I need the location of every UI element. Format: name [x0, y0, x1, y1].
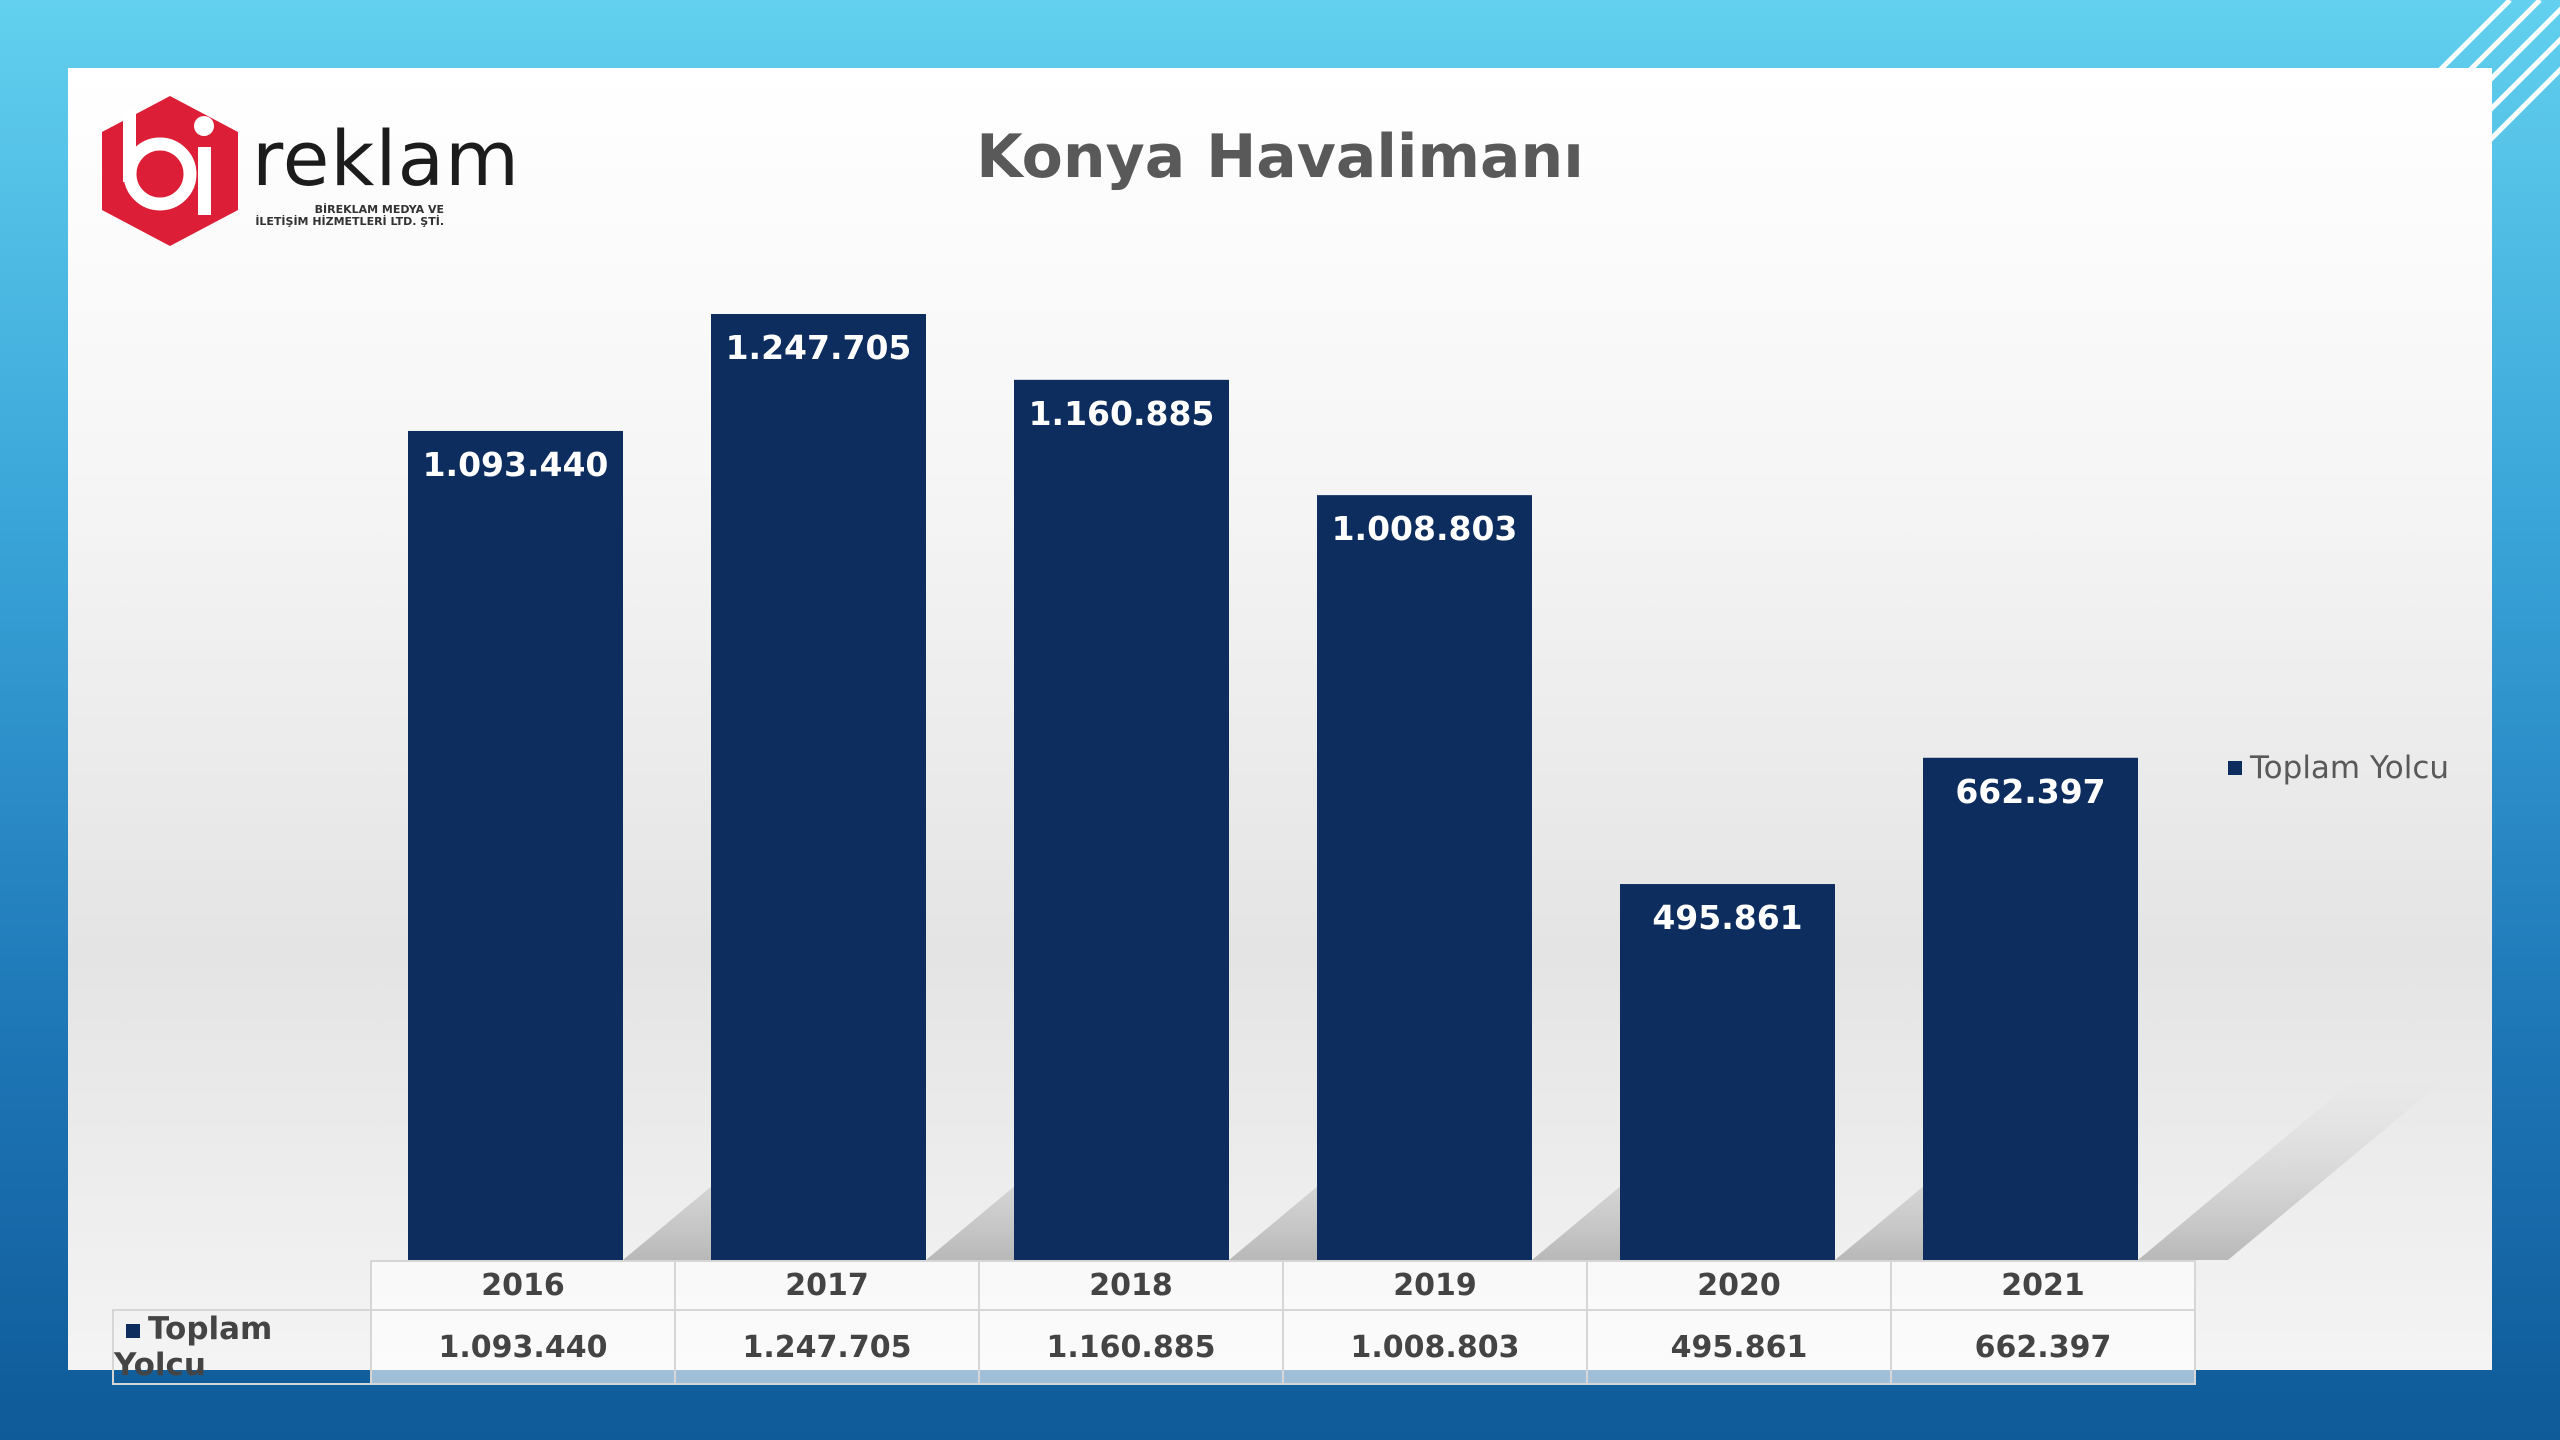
- legend-label: Toplam Yolcu: [2250, 750, 2450, 786]
- bar-shadow-2021: [2138, 1080, 2444, 1260]
- chart-legend: Toplam Yolcu: [2228, 750, 2449, 786]
- logo-subtitle: BİREKLAM MEDYA VE İLETİŞİM HİZMETLERİ LT…: [254, 204, 444, 228]
- data-table-value-row: Toplam Yolcu 1.093.440 1.247.705 1.160.885…: [112, 1309, 2196, 1385]
- data-table-category-2017: 2017: [674, 1260, 980, 1311]
- bar-data-label-2017: 1.247.705: [726, 328, 912, 367]
- bar-data-label-2020: 495.861: [1652, 898, 1802, 937]
- bar-2016: [408, 430, 623, 1260]
- data-table-value-2017: 1.247.705: [674, 1309, 980, 1385]
- bar-data-label-2021: 662.397: [1955, 772, 2105, 811]
- bar-2020: [1620, 884, 1835, 1260]
- chart-title: Konya Havalimanı: [976, 122, 1584, 192]
- data-table-value-2016: 1.093.440: [370, 1309, 676, 1385]
- bireklam-logo: reklam BİREKLAM MEDYA VE İLETİŞİM HİZMET…: [90, 92, 519, 252]
- logo-wordmark: reklam: [252, 114, 521, 203]
- data-table-value-2020: 495.861: [1586, 1309, 1892, 1385]
- slide: reklam BİREKLAM MEDYA VE İLETİŞİM HİZMET…: [68, 68, 2492, 1385]
- data-table-value-2018: 1.160.885: [978, 1309, 1284, 1385]
- logo-subtitle-line1: BİREKLAM MEDYA VE: [314, 203, 444, 216]
- bar-2018: [1014, 379, 1229, 1260]
- data-table-category-2021: 2021: [1890, 1260, 2196, 1311]
- data-table-value-2021: 662.397: [1890, 1309, 2196, 1385]
- data-table-header-row: 2016 2017 2018 2019 2020 2021: [113, 1260, 2196, 1311]
- bar-2017: [711, 314, 926, 1260]
- logo-subtitle-line2: İLETİŞİM HİZMETLERİ LTD. ŞTİ.: [255, 215, 444, 228]
- data-table-category-2020: 2020: [1586, 1260, 1892, 1311]
- data-table-category-2019: 2019: [1282, 1260, 1588, 1311]
- bar-2019: [1317, 495, 1532, 1260]
- data-table: 2016 2017 2018 2019 2020 2021 Toplam Yolcu 1.…: [112, 1260, 2196, 1385]
- bar-data-label-2016: 1.093.440: [423, 445, 609, 484]
- data-table-category-2018: 2018: [978, 1260, 1284, 1311]
- bar-2021: [1923, 757, 2138, 1260]
- data-table-value-2019: 1.008.803: [1282, 1309, 1588, 1385]
- bar-chart: 1.093.440 1.247.705 1.160.885 1.008.803 495.…: [408, 314, 2444, 1260]
- data-table-category-2016: 2016: [370, 1260, 676, 1311]
- bar-data-label-2018: 1.160.885: [1029, 394, 1215, 433]
- legend-swatch: [2228, 761, 2242, 775]
- data-table-corner: [113, 1261, 371, 1310]
- bar-data-label-2019: 1.008.803: [1332, 509, 1518, 548]
- data-table-row-label: Toplam Yolcu: [114, 1311, 273, 1383]
- data-table-row-header: Toplam Yolcu: [112, 1309, 372, 1385]
- row-legend-swatch: [126, 1323, 140, 1338]
- logo-hexagon-icon: [102, 96, 238, 246]
